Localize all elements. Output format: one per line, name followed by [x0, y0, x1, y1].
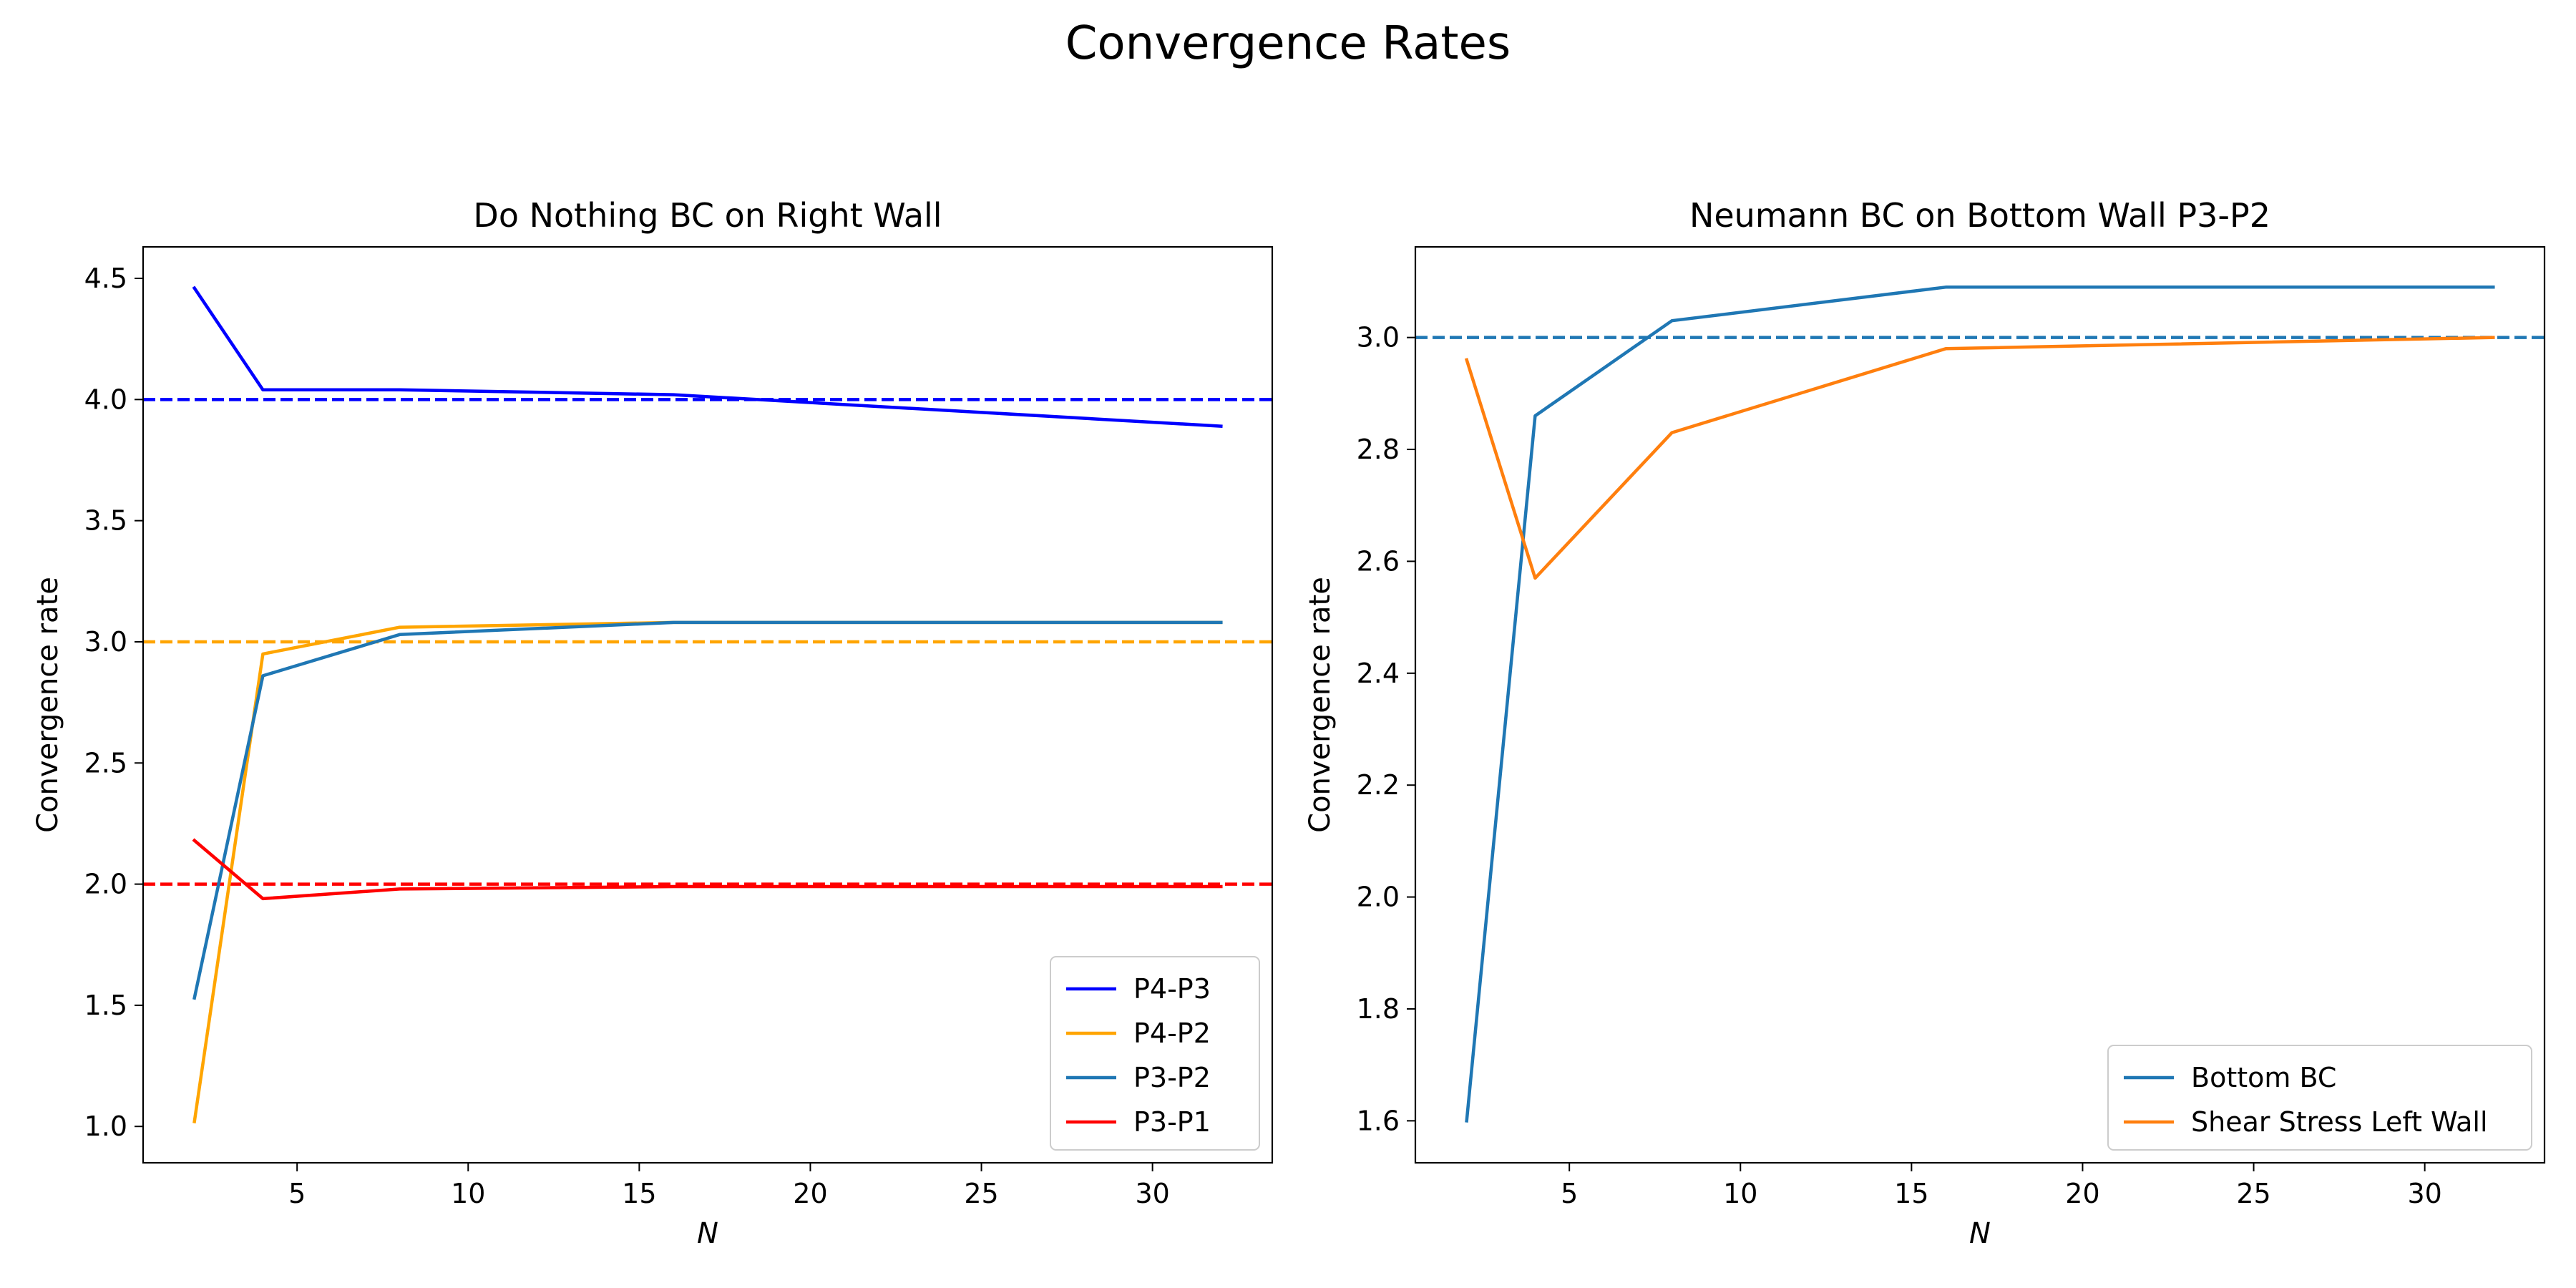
y-tick-label: 3.0 [84, 626, 127, 658]
legend-label: P4-P3 [1133, 973, 1211, 1005]
legend: P4-P3 P4-P2 P3-P2 P3-P1 [1050, 956, 1260, 1151]
x-tick-label: 15 [622, 1178, 656, 1209]
x-tick-label: 15 [1894, 1178, 1928, 1209]
y-tick-label: 1.5 [84, 990, 127, 1021]
legend-label: P4-P2 [1133, 1018, 1211, 1049]
chart-panel-2: Neumann BC on Bottom Wall P3-P2 5 10 15 20 25… [1304, 196, 2546, 1250]
panel-title: Do Nothing BC on Right Wall [473, 196, 942, 235]
y-axis-label: Convergence rate [1304, 577, 1337, 833]
y-tick-label: 2.0 [1357, 882, 1400, 913]
series-line-shear-stress-left-wall [1464, 336, 2495, 580]
x-tick-label: 5 [288, 1178, 306, 1209]
plot-area [143, 286, 1272, 1123]
y-tick-label: 2.4 [1357, 658, 1400, 689]
y-axis-label: Convergence rate [31, 577, 64, 833]
x-tick-label: 30 [1135, 1178, 1169, 1209]
legend-label: Bottom BC [2191, 1062, 2336, 1093]
legend-label: P3-P2 [1133, 1062, 1211, 1093]
y-tick-label: 4.0 [84, 384, 127, 415]
chart-panel-1: Do Nothing BC on Right Wall 5 10 15 20 25 30 1.… [31, 196, 1274, 1250]
y-tick-label: 2.8 [1357, 434, 1400, 465]
x-tick-label: 30 [2407, 1178, 2441, 1209]
panel-title: Neumann BC on Bottom Wall P3-P2 [1689, 196, 2270, 235]
plot-area [1415, 286, 2545, 1123]
x-tick-label: 25 [2236, 1178, 2270, 1209]
x-tick-label: 20 [793, 1178, 827, 1209]
y-tick-label: 2.2 [1357, 769, 1400, 801]
x-tick-label: 5 [1561, 1178, 1578, 1209]
legend: Bottom BC Shear Stress Left Wall [2107, 1045, 2532, 1151]
figure-suptitle: Convergence Rates [1065, 17, 1511, 70]
y-tick-label: 2.5 [84, 747, 127, 779]
y-tick-label: 3.0 [1357, 322, 1400, 353]
x-tick-label: 10 [1723, 1178, 1757, 1209]
x-tick-label: 25 [964, 1178, 998, 1209]
legend-box [1050, 956, 1260, 1151]
x-axis-label: N [697, 1217, 718, 1250]
x-axis-label: N [1969, 1217, 1991, 1250]
y-tick-label: 1.0 [84, 1111, 127, 1142]
y-tick-label: 4.5 [84, 263, 127, 294]
series-line-p4-p3 [192, 286, 1223, 428]
legend-label: Shear Stress Left Wall [2191, 1106, 2488, 1138]
series-line-p3-p2 [192, 620, 1223, 1000]
y-tick-label: 2.0 [84, 869, 127, 900]
legend-box [2107, 1045, 2532, 1151]
series-line-p3-p1 [192, 838, 1223, 901]
chart-panels: Do Nothing BC on Right Wall 5 10 15 20 25 30 1.… [31, 196, 2546, 1250]
x-tick-label: 10 [451, 1178, 485, 1209]
x-tick-label: 20 [2065, 1178, 2099, 1209]
y-tick-label: 1.6 [1357, 1105, 1400, 1136]
series-line-bottom-bc [1465, 286, 2495, 1123]
y-tick-label: 1.8 [1357, 993, 1400, 1025]
y-tick-label: 3.5 [84, 505, 127, 537]
axes-frame [142, 245, 1274, 1164]
legend-label: P3-P1 [1133, 1106, 1211, 1138]
y-tick-label: 2.6 [1357, 545, 1400, 577]
axes-frame [1414, 245, 2546, 1164]
